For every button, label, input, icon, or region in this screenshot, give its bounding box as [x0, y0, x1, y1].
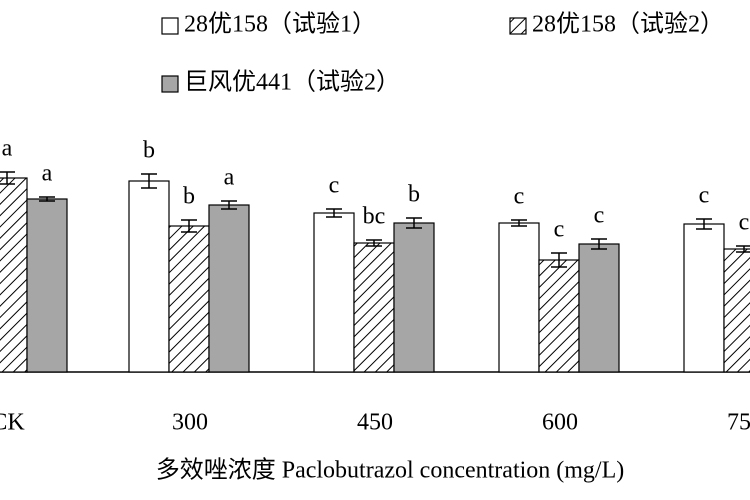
bar: [393, 222, 435, 373]
bar: [26, 198, 68, 373]
bar: [208, 204, 250, 373]
value-label: c: [554, 217, 565, 243]
value-label: a: [42, 161, 53, 187]
value-label: c: [329, 173, 340, 199]
bar: [578, 243, 620, 373]
value-label: c: [739, 210, 750, 236]
value-label: c: [699, 183, 710, 209]
bar: [683, 223, 725, 373]
legend-swatch: [161, 75, 179, 93]
bar: [498, 222, 540, 373]
bar: [0, 177, 28, 373]
value-label: c: [514, 184, 525, 210]
value-label: b: [183, 184, 195, 210]
value-label: b: [143, 138, 155, 164]
bar: [723, 248, 750, 373]
x-tick-label: 300: [172, 410, 208, 436]
x-axis-title: 多效唑浓度 Paclobutrazol concentration (mg/L): [156, 457, 625, 484]
legend-swatch: [509, 17, 527, 35]
value-label: a: [2, 136, 13, 162]
bar: [353, 242, 395, 373]
value-label: b: [408, 182, 420, 208]
bar: [168, 225, 210, 373]
bar: [313, 212, 355, 373]
x-tick-label: CK: [0, 410, 25, 436]
bar: [128, 180, 170, 373]
value-label: a: [224, 165, 235, 191]
legend-label: 28优158（试验1）: [184, 11, 376, 38]
value-label: c: [594, 203, 605, 229]
value-label: bc: [363, 204, 386, 230]
legend-label: 28优158（试验2）: [532, 11, 724, 38]
legend-swatch: [161, 17, 179, 35]
x-tick-label: 450: [357, 410, 393, 436]
x-tick-label: 600: [542, 410, 578, 436]
bar: [538, 259, 580, 373]
x-tick-label: 750: [727, 410, 750, 436]
legend-label: 巨风优441（试验2）: [184, 69, 400, 96]
